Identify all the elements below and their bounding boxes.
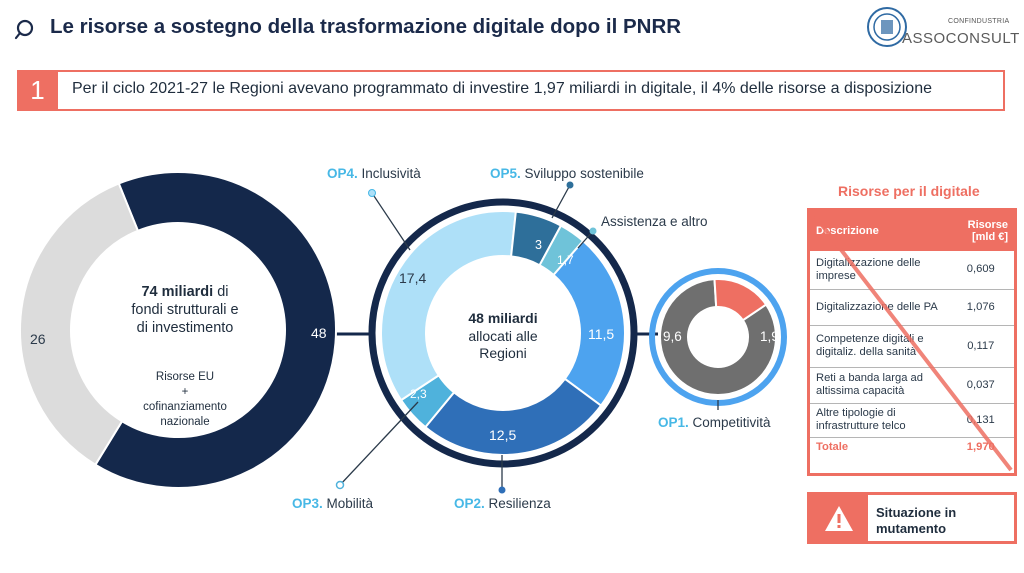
table-total-row: Totale 1,970: [810, 437, 1014, 457]
donut1-note: Risorse EU + cofinanziamento nazionale: [110, 370, 260, 430]
table-row: Reti a banda larga ad altissima capacità…: [810, 367, 1014, 404]
donut1-note-4: nazionale: [160, 415, 210, 428]
row-description: Digitalizzazione delle imprese: [810, 251, 948, 290]
row-description: Digitalizzazione delle PA: [810, 289, 948, 326]
digital-resources-table: Descrizione Risorse [mld €] Digitalizzaz…: [807, 208, 1017, 476]
donut2-title-bold: 48 miliardi: [468, 310, 538, 326]
donut-op1: [659, 278, 777, 396]
logo-caption: CONFINDUSTRIA: [948, 18, 1010, 25]
label-op5: OP5. Sviluppo sostenibile: [490, 166, 644, 181]
donut2-center-title: 48 miliardi allocati alle Regioni: [433, 310, 573, 363]
donut-regions: [380, 210, 626, 456]
leader-dot-op4: [368, 189, 376, 197]
label-op4-name: Inclusività: [361, 166, 421, 181]
label-op5-name: Sviluppo sostenibile: [524, 166, 644, 181]
warning-icon-box: [810, 495, 868, 541]
regions-outer-ring: [368, 198, 638, 468]
col-header-description: Descrizione: [810, 211, 948, 251]
donut1-note-3: cofinanziamento: [143, 400, 227, 413]
total-value: 1,970: [966, 440, 995, 453]
warning-text-2: mutamento: [876, 521, 947, 537]
label-op1: OP1. Competitività: [658, 415, 771, 430]
donut2-value-op4: 17,4: [399, 270, 427, 286]
donut3-value-other: 9,6: [663, 329, 682, 344]
banner-text: Per il ciclo 2021-27 le Regioni avevano …: [72, 80, 932, 97]
banner-number: 1: [17, 70, 58, 111]
row-value: 0,131: [947, 403, 1014, 438]
donut3-value-digital: 1,9: [760, 329, 779, 344]
donut1-title-part1: di: [217, 284, 229, 300]
confindustria-logo-icon: [867, 7, 907, 47]
col-header-resources: Risorse [mld €]: [947, 211, 1014, 251]
warning-box: [807, 492, 1017, 544]
donut2-value-op1: 11,5: [588, 326, 615, 342]
label-op1-code: OP1.: [658, 415, 689, 430]
warning-icon: [825, 505, 853, 531]
leader-op4: [371, 192, 411, 251]
donut2-title-part1: allocati alle: [468, 327, 538, 344]
total-label: Totale: [816, 440, 849, 453]
leader-dot-assist: [589, 227, 597, 235]
donut2-title-part2: Regioni: [479, 345, 527, 361]
row-value: 0,037: [947, 367, 1014, 404]
donut1-slice-0: [94, 171, 337, 489]
label-op3: OP3. Mobilità: [292, 496, 373, 511]
label-op2-name: Resilienza: [488, 496, 551, 511]
donut1-note-2: +: [181, 385, 189, 398]
donut1-note-1: Risorse EU: [155, 371, 215, 383]
label-op4: OP4. Inclusività: [327, 166, 421, 181]
row-description: Competenze digitali e digitaliz. della s…: [810, 325, 948, 368]
warning-text-1: Situazione in: [876, 505, 957, 520]
row-value: 0,117: [947, 325, 1014, 368]
donut3-slice-0: [659, 278, 777, 396]
row-value: 1,076: [947, 289, 1014, 326]
donut2-slice-3: [380, 210, 517, 402]
table-title: Risorse per il digitale: [838, 183, 980, 199]
label-op4-code: OP4.: [327, 166, 358, 181]
resources-table: Descrizione Risorse [mld €] Digitalizzaz…: [810, 211, 1014, 457]
label-op3-name: Mobilità: [326, 496, 374, 511]
donut2-value-assist: 1,7: [557, 253, 574, 267]
donut3-slice-1: [713, 278, 768, 322]
leader-op5: [551, 184, 571, 219]
table-row: Altre tipologie di infrastrutture telco …: [810, 403, 1014, 438]
donut2-value-op3: 2,3: [410, 387, 427, 401]
table-row: Digitalizzazione delle PA 1,076: [810, 289, 1014, 326]
label-op1-name: Competitività: [692, 415, 771, 430]
label-op2-code: OP2.: [454, 496, 485, 511]
donut1-title-part2: fondi strutturali e: [131, 302, 239, 319]
leader-dot-op5: [566, 181, 574, 189]
donut1-value-26: 26: [30, 331, 46, 347]
donut2-value-op2: 12,5: [489, 427, 517, 443]
row-description: Altre tipologie di infrastrutture telco: [810, 403, 948, 438]
leader-dot-op2: [498, 486, 506, 494]
label-op5-code: OP5.: [490, 166, 521, 181]
label-op2: OP2. Resilienza: [454, 496, 551, 511]
donut2-value-op5: 3: [535, 238, 542, 252]
leader-assist: [577, 230, 594, 249]
page-title: Le risorse a sostegno della trasformazio…: [50, 15, 682, 38]
donut1-slice-1: [19, 182, 140, 467]
leader-op3: [339, 401, 419, 486]
label-op3-code: OP3.: [292, 496, 323, 511]
search-chat-icon: [14, 19, 34, 40]
row-description: Reti a banda larga ad altissima capacità: [810, 367, 948, 404]
donut2-slice-5: [538, 224, 585, 277]
leader-dot-op3: [335, 480, 345, 490]
logo-wordmark: ASSOCONSULT: [902, 30, 1020, 47]
label-assist: Assistenza e altro: [601, 214, 708, 229]
donut-total-funds: [19, 171, 337, 489]
donut1-center-title: 74 miliardi di fondi strutturali e di in…: [100, 283, 270, 337]
table-row: Competenze digitali e digitaliz. della s…: [810, 325, 1014, 368]
row-value: 0,609: [947, 251, 1014, 290]
donut1-title-part3: di investimento: [136, 320, 234, 337]
table-row: Digitalizzazione delle imprese 0,609: [810, 251, 1014, 290]
warning-text: Situazione in mutamento: [876, 505, 956, 538]
donut1-title-bold: 74 miliardi: [141, 284, 214, 300]
donut1-value-48: 48: [311, 325, 327, 341]
